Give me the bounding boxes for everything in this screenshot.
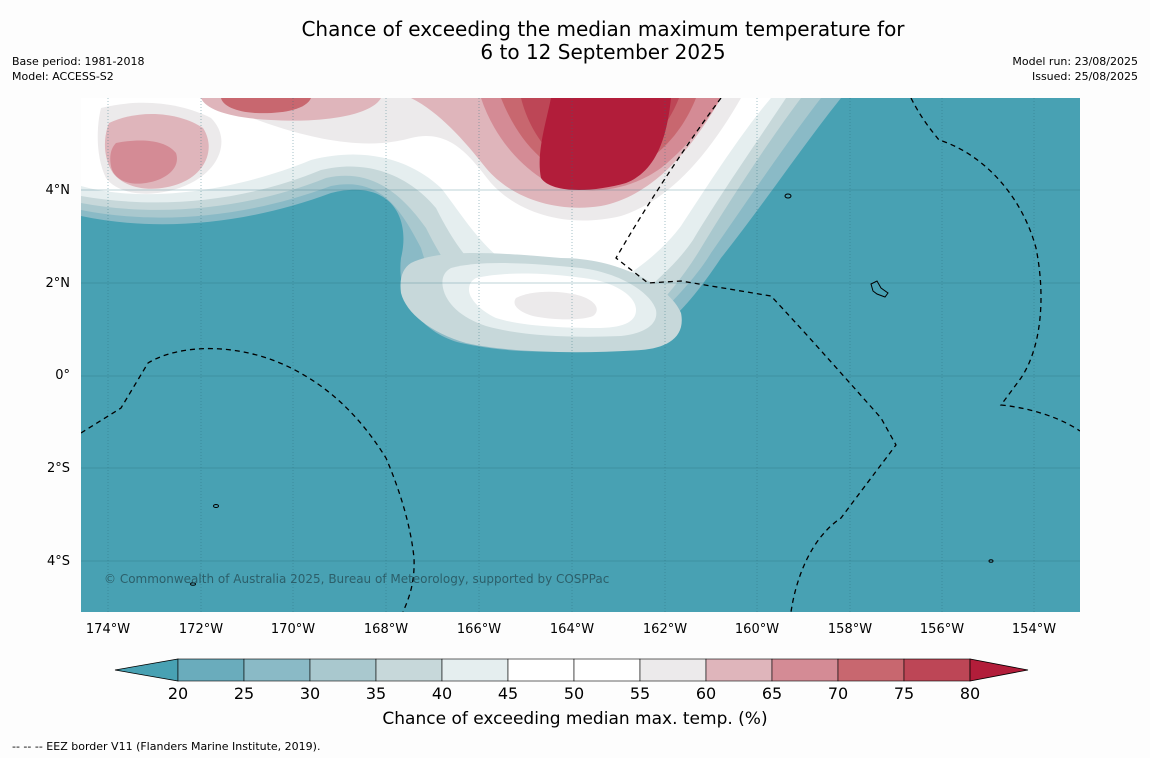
lon-label-154w: 154°W xyxy=(1011,622,1057,637)
cb-tick-45: 45 xyxy=(497,684,519,703)
colorbar-cell xyxy=(573,658,641,682)
lon-label-164w: 164°W xyxy=(549,622,595,637)
lon-label-170w: 170°W xyxy=(270,622,316,637)
colorbar-cell xyxy=(309,658,377,682)
colorbar-cell xyxy=(903,658,971,682)
meta-right: Model run: 23/08/2025 Issued: 25/08/2025 xyxy=(1012,54,1138,84)
lat-label-4s: 4°S xyxy=(46,554,70,569)
cb-tick-40: 40 xyxy=(431,684,453,703)
colorbar-cell xyxy=(837,658,905,682)
lat-label-0: 0° xyxy=(55,368,70,383)
lon-label-166w: 166°W xyxy=(456,622,502,637)
lon-label-172w: 172°W xyxy=(178,622,224,637)
lon-label-162w: 162°W xyxy=(642,622,688,637)
colorbar-cell xyxy=(771,658,839,682)
cb-tick-30: 30 xyxy=(299,684,321,703)
cb-tick-60: 60 xyxy=(695,684,717,703)
cb-tick-65: 65 xyxy=(761,684,783,703)
eez-footnote: -- -- -- EEZ border V11 (Flanders Marine… xyxy=(12,740,321,753)
contour-70-nw xyxy=(110,140,177,184)
contour-70-top xyxy=(221,98,311,114)
colorbar-cell xyxy=(639,658,707,682)
cb-tick-70: 70 xyxy=(827,684,849,703)
cb-tick-35: 35 xyxy=(365,684,387,703)
map-svg xyxy=(80,97,1081,613)
eez-borders xyxy=(80,97,1081,613)
colorbar-title: Chance of exceeding median max. temp. (%… xyxy=(382,709,768,729)
model-run: Model run: 23/08/2025 xyxy=(1012,55,1138,68)
meta-left: Base period: 1981-2018 Model: ACCESS-S2 xyxy=(12,54,144,84)
lon-label-168w: 168°W xyxy=(363,622,409,637)
contour-85 xyxy=(539,98,671,190)
colorbar-extend-high xyxy=(969,658,1029,682)
cb-tick-20: 20 xyxy=(167,684,189,703)
title-line-1: Chance of exceeding the median maximum t… xyxy=(301,17,905,41)
islands xyxy=(190,193,994,586)
cb-tick-75: 75 xyxy=(893,684,915,703)
colorbar xyxy=(114,658,1029,682)
cb-tick-80: 80 xyxy=(959,684,981,703)
colorbar-cell xyxy=(243,658,311,682)
title-line-2: 6 to 12 September 2025 xyxy=(480,40,726,64)
colorbar-cell xyxy=(375,658,443,682)
map-title: Chance of exceeding the median maximum t… xyxy=(0,18,1150,64)
lat-label-4n: 4°N xyxy=(45,183,71,198)
colorbar-cell xyxy=(705,658,773,682)
copyright-notice: © Commonwealth of Australia 2025, Bureau… xyxy=(104,572,610,586)
colorbar-cell xyxy=(441,658,509,682)
lon-label-156w: 156°W xyxy=(919,622,965,637)
lat-label-2s: 2°S xyxy=(46,461,70,476)
map-panel xyxy=(80,97,1081,613)
colorbar-cell xyxy=(177,658,245,682)
lon-label-160w: 160°W xyxy=(734,622,780,637)
model-name: Model: ACCESS-S2 xyxy=(12,70,114,83)
cb-tick-25: 25 xyxy=(233,684,255,703)
cb-tick-55: 55 xyxy=(629,684,651,703)
lon-label-158w: 158°W xyxy=(827,622,873,637)
colorbar-cell xyxy=(507,658,575,682)
contour-blob-55 xyxy=(514,291,597,320)
issued-date: Issued: 25/08/2025 xyxy=(1031,70,1138,83)
lon-label-174w: 174°W xyxy=(85,622,131,637)
cb-tick-50: 50 xyxy=(563,684,585,703)
graticule xyxy=(81,189,1080,562)
base-period: Base period: 1981-2018 xyxy=(12,55,145,68)
colorbar-extend-low xyxy=(114,658,179,682)
lat-label-2n: 2°N xyxy=(45,276,71,291)
